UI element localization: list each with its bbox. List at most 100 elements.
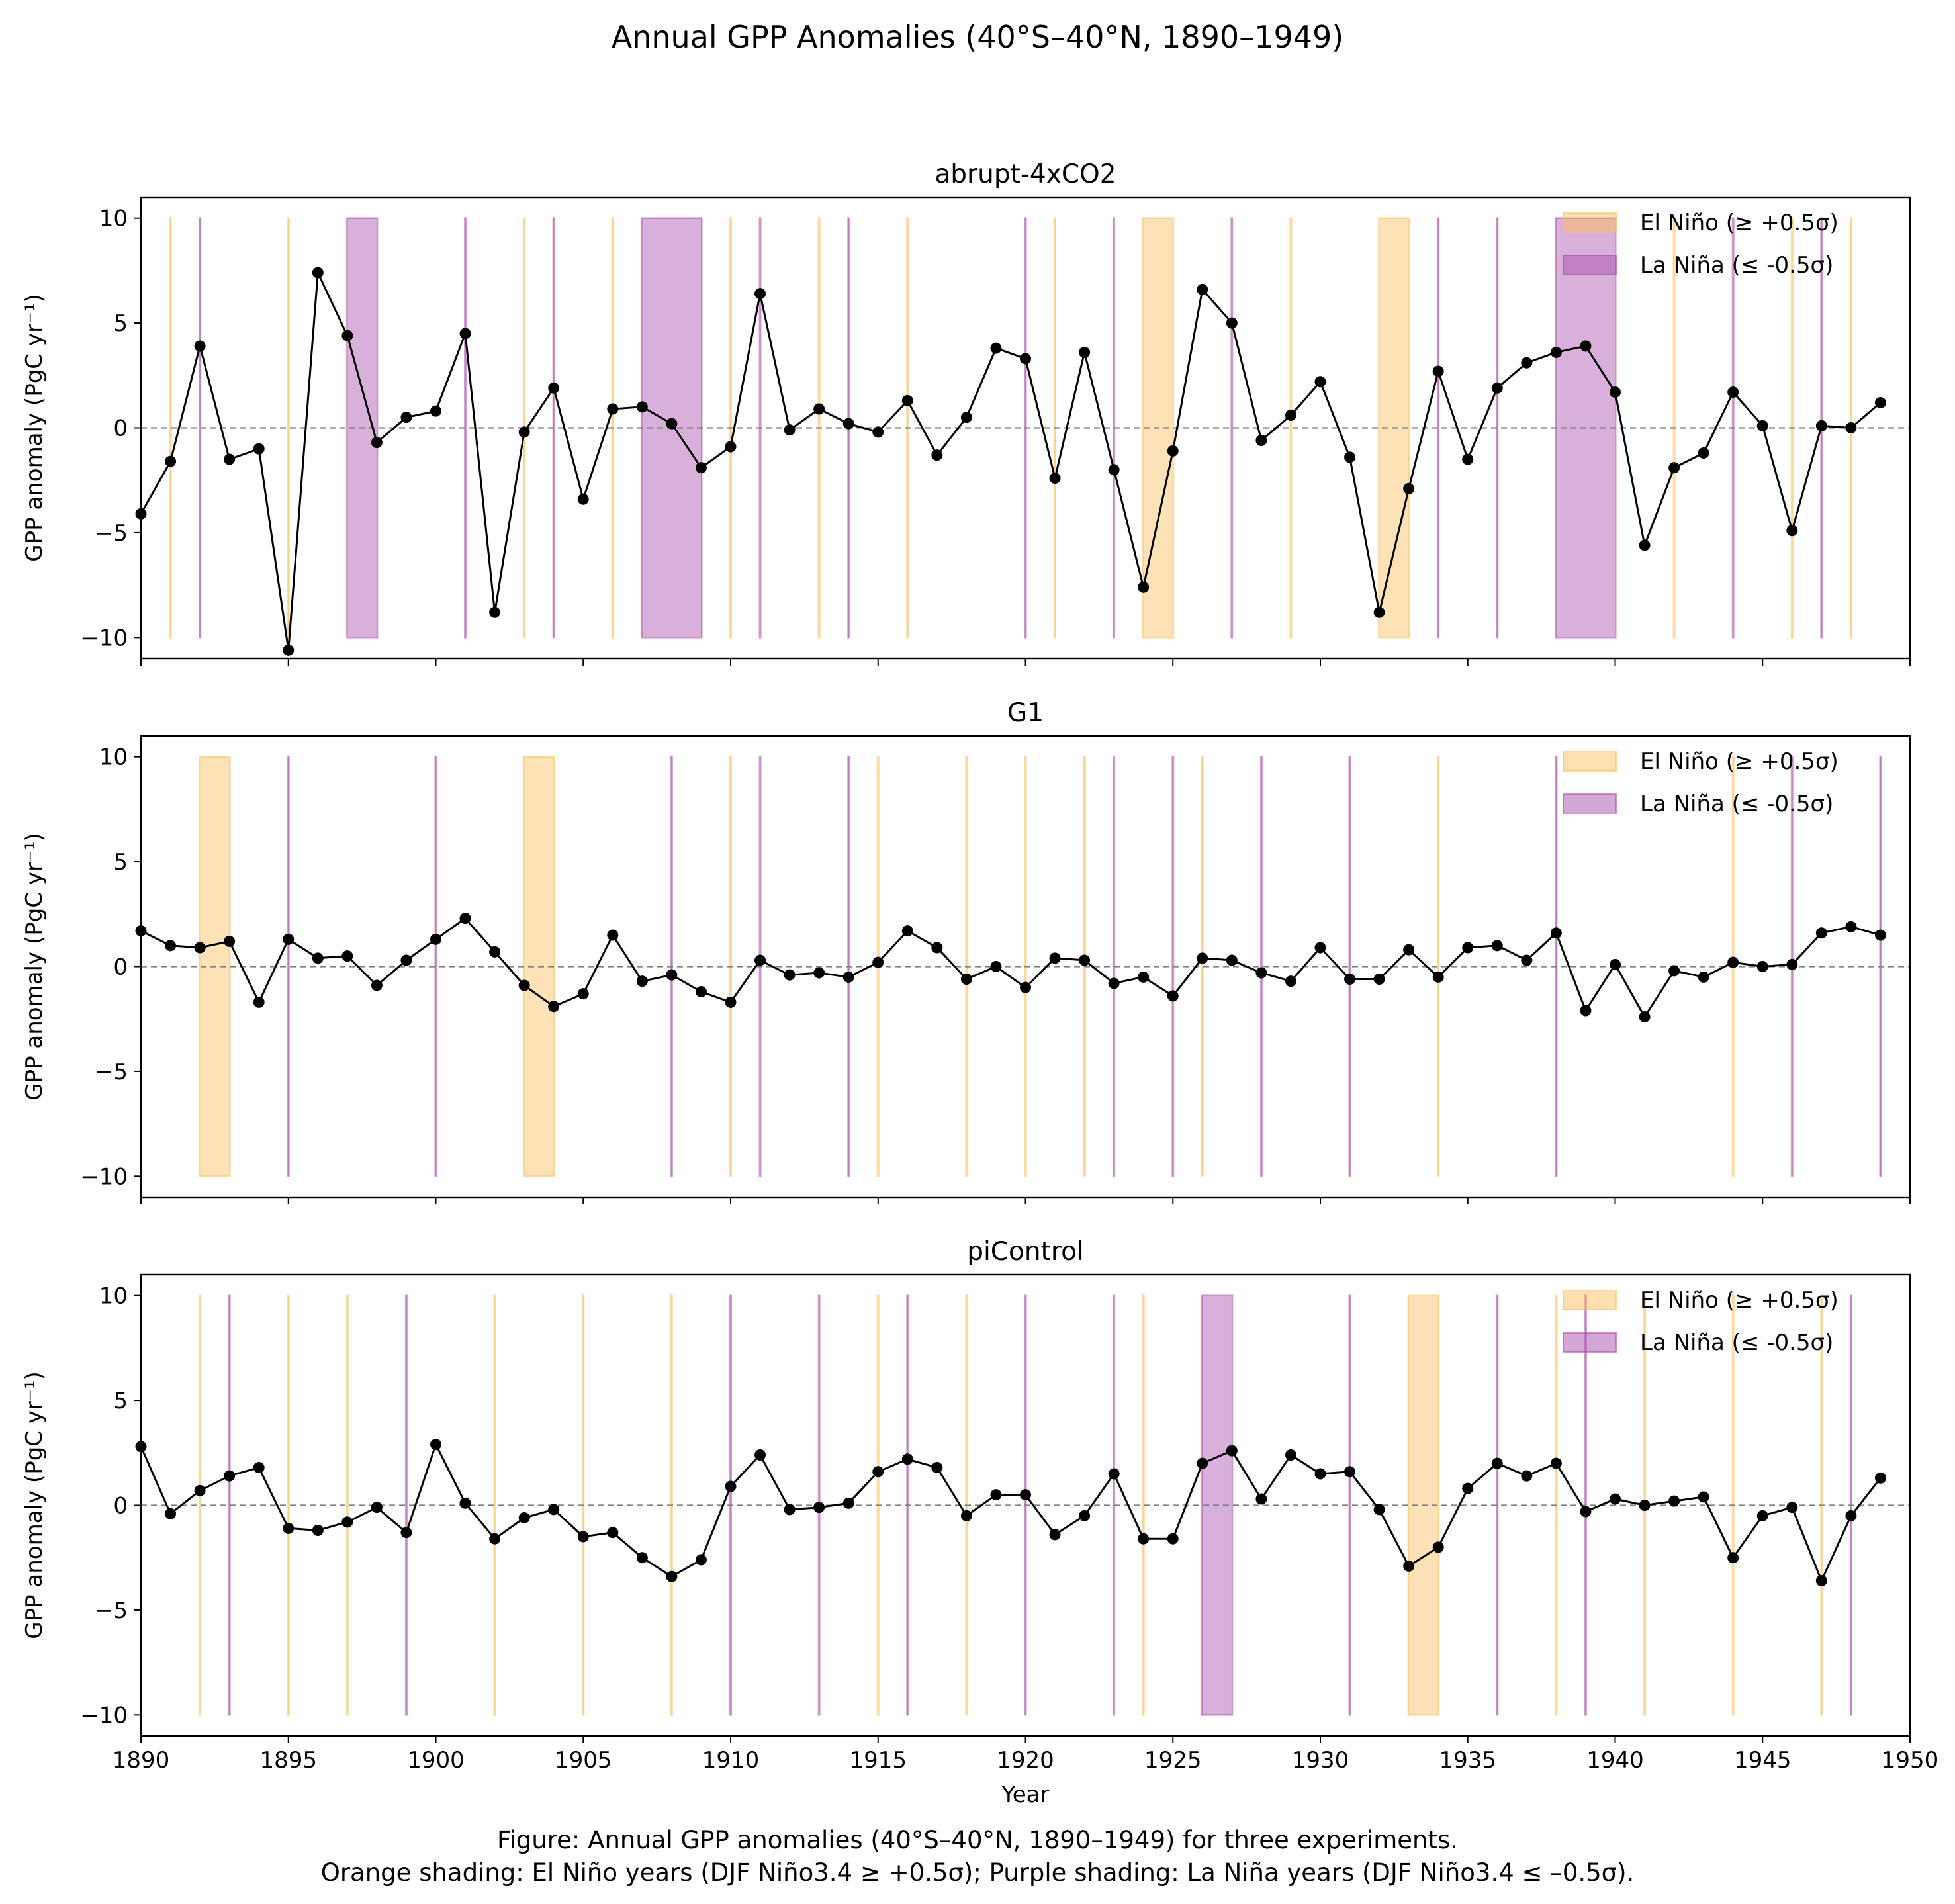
legend-label: El Niño (≥ +0.5σ): [1640, 748, 1839, 775]
el-nino-span: [287, 1294, 290, 1716]
data-point: [1197, 283, 1208, 295]
data-point: [1197, 1457, 1208, 1469]
data-point: [312, 267, 324, 279]
data-point: [1610, 1493, 1621, 1505]
data-point: [224, 935, 236, 947]
x-tick-label: 1935: [1439, 1747, 1496, 1774]
data-point: [725, 441, 737, 453]
data-point: [224, 453, 236, 465]
data-point: [931, 1461, 943, 1473]
data-point: [1550, 927, 1562, 939]
data-point: [1432, 365, 1444, 377]
x-tick-label: 1915: [849, 1747, 907, 1774]
data-point: [725, 996, 737, 1008]
la-nina-span: [404, 1294, 408, 1716]
data-point: [371, 979, 383, 991]
data-point: [341, 330, 353, 341]
data-point: [1668, 965, 1680, 977]
la-nina-span: [287, 756, 290, 1177]
legend-swatch-el-nino: [1563, 751, 1617, 772]
y-tick-label: −5: [95, 1059, 128, 1085]
data-point: [1756, 420, 1768, 431]
data-point: [341, 950, 353, 962]
data-point: [1845, 422, 1857, 433]
data-point: [1344, 451, 1356, 463]
data-point: [666, 1570, 678, 1582]
data-point: [1020, 981, 1031, 993]
data-point: [1138, 1533, 1150, 1545]
data-point: [577, 493, 589, 505]
data-point: [577, 988, 589, 1000]
la-nina-span: [1230, 217, 1234, 639]
data-point: [1462, 942, 1474, 954]
data-point: [1845, 1510, 1857, 1521]
data-point: [1167, 1533, 1179, 1545]
data-point: [960, 974, 972, 985]
legend-swatch-la-nina: [1563, 255, 1617, 275]
data-point: [1815, 1575, 1827, 1587]
data-point: [1108, 1468, 1120, 1480]
data-point: [1373, 606, 1385, 618]
data-point: [1255, 435, 1267, 447]
data-point: [1108, 464, 1120, 476]
data-point: [1874, 396, 1886, 408]
panel-title: piControl: [967, 1237, 1084, 1267]
series-markers: [135, 267, 1886, 656]
data-point: [1491, 1457, 1503, 1469]
data-point: [1255, 1493, 1267, 1505]
data-point: [1285, 1449, 1296, 1461]
panel-title: G1: [1007, 698, 1044, 728]
data-point: [548, 1001, 560, 1013]
data-point: [872, 1466, 884, 1478]
data-point: [1403, 1560, 1415, 1572]
x-tick-label: 1925: [1144, 1747, 1202, 1774]
data-point: [842, 1497, 854, 1509]
data-point: [1020, 353, 1031, 365]
x-tick-label: 1890: [113, 1747, 170, 1774]
data-point: [1462, 1482, 1474, 1494]
x-tick-label: 1910: [702, 1747, 760, 1774]
legend-label: El Niño (≥ +0.5σ): [1640, 1287, 1839, 1314]
data-point: [518, 979, 530, 991]
legend-label: La Niña (≤ -0.5σ): [1640, 1330, 1833, 1356]
data-point: [253, 443, 265, 455]
data-point: [1727, 386, 1739, 398]
data-point: [165, 940, 177, 952]
legend: El Niño (≥ +0.5σ) La Niña (≤ -0.5σ): [1563, 210, 1839, 279]
data-point: [194, 942, 206, 954]
data-point: [459, 1497, 471, 1509]
data-point: [400, 954, 412, 966]
la-nina-span: [1171, 756, 1175, 1177]
data-point: [1285, 975, 1296, 987]
data-point: [1138, 581, 1150, 593]
data-point: [1639, 539, 1651, 551]
data-point: [400, 1527, 412, 1539]
data-point: [1167, 445, 1179, 457]
data-point: [931, 942, 943, 954]
data-point: [1756, 961, 1768, 972]
y-tick-label: −10: [80, 1163, 128, 1190]
la-nina-span: [464, 217, 467, 639]
data-point: [1403, 482, 1415, 494]
data-point: [901, 1453, 913, 1465]
data-point: [1049, 952, 1061, 964]
data-point: [1521, 954, 1533, 966]
data-point: [224, 1470, 236, 1482]
y-tick-label: 0: [113, 416, 128, 442]
x-tick-label: 1930: [1292, 1747, 1349, 1774]
figure-caption-line-1: Figure: Annual GPP anomalies (40°S–40°N,…: [497, 1826, 1458, 1854]
el-nino-span: [345, 1294, 349, 1716]
data-point: [1373, 1504, 1385, 1516]
la-nina-span: [199, 217, 202, 639]
data-point: [1521, 357, 1533, 369]
x-tick-label: 1920: [997, 1747, 1054, 1774]
legend-swatch-el-nino: [1563, 212, 1617, 233]
data-point: [1698, 971, 1709, 983]
series-line: [140, 917, 1881, 1019]
figure-caption-line-2: Orange shading: El Niño years (DJF Niño3…: [321, 1858, 1635, 1887]
data-point: [1226, 317, 1238, 329]
data-point: [872, 956, 884, 968]
data-point: [607, 1527, 619, 1539]
data-point: [1668, 1495, 1680, 1507]
data-point: [253, 1461, 265, 1473]
